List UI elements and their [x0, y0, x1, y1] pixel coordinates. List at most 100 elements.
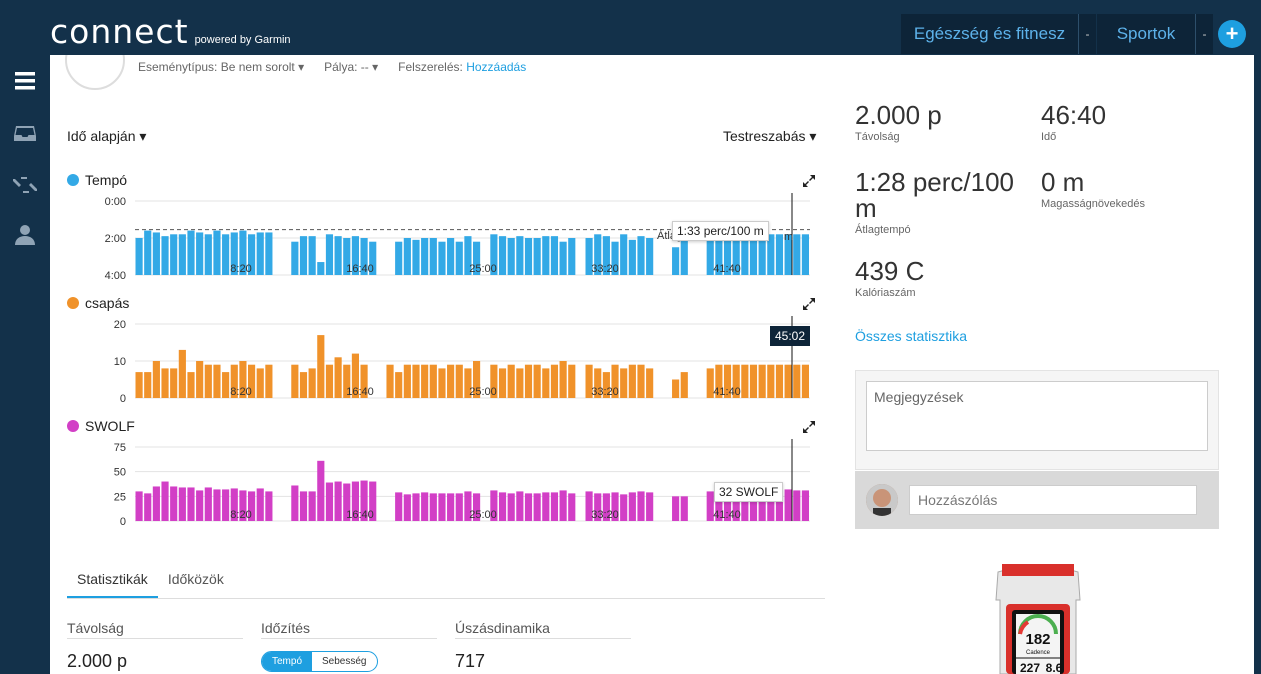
- x-tick-label: 8:20: [230, 386, 251, 398]
- pace-tooltip: 1:33 perc/100 m: [672, 221, 769, 241]
- chart-bar: [403, 364, 411, 398]
- tab-intervals[interactable]: Időközök: [167, 571, 224, 587]
- watch-value: 182: [1025, 631, 1050, 648]
- chart-bar: [723, 364, 732, 398]
- toggle-pace[interactable]: Tempó: [262, 652, 313, 671]
- chart-bar: [230, 232, 238, 275]
- expand-icon[interactable]: [802, 297, 816, 311]
- chart-mode-select[interactable]: Idő alapján ▾: [67, 128, 147, 144]
- chart-bar: [672, 379, 680, 398]
- chart-bar: [248, 234, 256, 275]
- chart-bar: [749, 364, 758, 398]
- chart-bar: [196, 361, 204, 398]
- chart-bar: [230, 364, 238, 398]
- chart-bar: [334, 481, 342, 521]
- chart-bar: [395, 241, 403, 275]
- chart-bar: [144, 230, 152, 275]
- y-tick-label: 50: [114, 467, 126, 479]
- gear-add-link[interactable]: Hozzáadás: [466, 60, 527, 74]
- chart-bar: [706, 368, 714, 398]
- add-button[interactable]: +: [1218, 20, 1246, 48]
- course-select[interactable]: Pálya: -- ▾: [324, 60, 379, 74]
- x-tick-label: 25:00: [469, 386, 497, 398]
- nav-dropdown-toggle[interactable]: -: [1078, 14, 1096, 54]
- chart-bar: [637, 491, 645, 521]
- average-label-tail: m: [784, 231, 793, 243]
- chart-bar: [317, 335, 325, 398]
- summary-value: 1:28 perc/100 m: [855, 167, 1015, 223]
- chart-bar: [732, 364, 740, 398]
- chart-bar: [152, 486, 160, 521]
- nav-dropdown-toggle[interactable]: -: [1195, 14, 1213, 54]
- all-stats-link[interactable]: Összes statisztika: [855, 328, 968, 344]
- garmin-connect-logo[interactable]: connect powered by Garmin: [50, 12, 291, 51]
- event-type-select[interactable]: Eseménytípus: Be nem sorolt ▾: [138, 60, 305, 74]
- stat-heading: Távolság: [67, 620, 243, 639]
- x-tick-label: 8:20: [230, 509, 251, 521]
- chart-bar: [490, 234, 498, 275]
- strokes-chart[interactable]: 20 10 0 8:20 16:40 25:00 33:20 41:40: [50, 316, 830, 416]
- expand-icon[interactable]: [802, 174, 816, 188]
- chart-bar: [524, 364, 533, 398]
- stat-value: 717: [455, 651, 486, 671]
- tab-statistics[interactable]: Statisztikák: [67, 567, 158, 598]
- watch-bottom-left: 227: [1020, 661, 1040, 674]
- chart-bar: [611, 492, 619, 521]
- chart-bar: [767, 364, 775, 398]
- y-tick-label: 0: [120, 393, 126, 405]
- chart-bar: [473, 493, 481, 521]
- chart-bar: [360, 364, 368, 398]
- chart-bar: [637, 364, 645, 398]
- chart-bar: [602, 493, 610, 521]
- y-tick-label: 4:00: [105, 270, 126, 282]
- chart-bar: [213, 364, 221, 398]
- x-tick-label: 33:20: [591, 386, 619, 398]
- pace-chart[interactable]: 0:002:004:008:20 16:40 25:00 33:20 41:40Átla…: [50, 193, 830, 293]
- nav-sports[interactable]: Sportok: [1097, 14, 1195, 54]
- inbox-icon[interactable]: [13, 121, 37, 145]
- chart-bar: [152, 361, 160, 398]
- chart-bar: [135, 372, 143, 398]
- chart-bar: [611, 364, 619, 398]
- chart-label: SWOLF: [85, 418, 135, 434]
- y-tick-label: 2:00: [105, 233, 126, 245]
- chart-bar: [291, 364, 299, 398]
- chart-bar: [706, 491, 714, 521]
- x-tick-label: 41:40: [713, 263, 741, 275]
- chart-bar: [299, 491, 308, 521]
- chart-bar: [801, 364, 809, 398]
- pace-speed-toggle[interactable]: Tempó Sebesség: [261, 651, 378, 672]
- toggle-speed[interactable]: Sebesség: [322, 656, 367, 667]
- chart-bar: [498, 368, 507, 398]
- chart-bar: [334, 236, 342, 275]
- chart-bar: [758, 490, 766, 521]
- chart-bar: [516, 368, 524, 398]
- user-icon[interactable]: [13, 222, 37, 246]
- chart-bar: [308, 236, 316, 275]
- chart-bar: [455, 241, 463, 275]
- chart-bar: [248, 491, 256, 521]
- summary-time: 46:40 Idő: [1041, 102, 1211, 143]
- chart-bar: [775, 234, 784, 275]
- chart-bar: [620, 234, 628, 275]
- menu-icon[interactable]: [13, 69, 37, 93]
- chart-bar: [611, 241, 619, 275]
- swolf-chart[interactable]: 75 50 25 0 8:20 16:40 25:00 33:20 41:40: [50, 439, 830, 539]
- chart-bar: [559, 490, 567, 521]
- expand-icon[interactable]: [802, 420, 816, 434]
- chart-bar: [351, 236, 359, 275]
- customize-button[interactable]: Testreszabás ▾: [723, 128, 817, 144]
- chart-bar: [265, 232, 273, 275]
- chart-bar: [308, 368, 316, 398]
- chart-bar: [749, 234, 758, 275]
- chart-bar: [758, 234, 766, 275]
- chart-bar: [568, 238, 576, 275]
- chart-bar: [767, 490, 775, 521]
- comment-input[interactable]: Hozzászólás: [909, 485, 1197, 515]
- chart-bar: [360, 238, 368, 275]
- notes-input[interactable]: Megjegyzések: [866, 381, 1208, 451]
- chart-bar: [680, 230, 688, 275]
- chart-bar: [421, 238, 429, 275]
- nav-health-fitness[interactable]: Egészség és fitnesz: [901, 14, 1078, 54]
- arrows-icon[interactable]: [13, 173, 37, 197]
